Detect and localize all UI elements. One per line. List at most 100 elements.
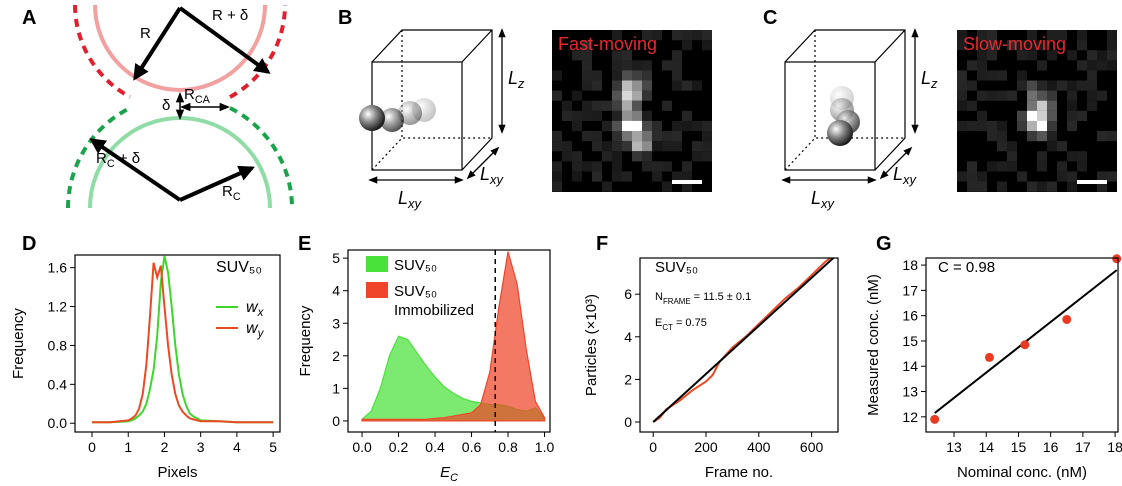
image-pixel <box>702 131 712 142</box>
image-pixel <box>1027 100 1037 111</box>
arc <box>66 106 294 209</box>
image-pixel <box>642 60 652 71</box>
y-tick-label: 2 <box>332 348 340 364</box>
legend-label: SUV₅₀ <box>394 257 437 274</box>
image-label: Fast-moving <box>558 34 657 54</box>
image-pixel <box>1037 60 1047 71</box>
arc-diagram <box>89 6 271 202</box>
axis-label: Lz <box>921 68 938 91</box>
annotation: SUV₅₀ <box>655 259 698 276</box>
axis-label: L <box>398 188 408 208</box>
image-pixel <box>967 120 977 132</box>
axis-label: L <box>811 188 821 208</box>
plot-frame <box>925 257 1119 433</box>
y-tick-label: 5 <box>332 250 340 266</box>
axis-label: xy <box>902 172 917 187</box>
image-pixel <box>692 120 702 132</box>
diagram-label: C <box>233 191 241 203</box>
diagram-label: R <box>184 86 195 103</box>
legend-swatch <box>366 256 388 272</box>
image-pixel <box>602 100 612 111</box>
annotation: ECT = 0.75 <box>655 317 707 332</box>
image-pixel <box>1027 40 1037 51</box>
x-tick-label: 0 <box>88 439 96 455</box>
image-pixel <box>602 151 612 162</box>
diagram-label: RC + δ <box>96 150 140 170</box>
image-pixel <box>682 40 692 51</box>
y-tick-label: 14 <box>902 358 918 374</box>
image-pixel <box>1037 151 1047 162</box>
point <box>1020 340 1030 350</box>
axis-label: L <box>921 68 931 88</box>
image-pixel <box>1087 90 1097 101</box>
arrow <box>179 165 255 202</box>
image-pixel <box>1047 131 1057 142</box>
image-pixel <box>1047 90 1057 101</box>
image-pixel <box>987 30 997 41</box>
image-pixel <box>692 80 702 91</box>
image-pixel <box>632 90 642 101</box>
sphere <box>827 120 853 146</box>
image-pixel <box>997 161 1007 172</box>
legend-label: wy <box>246 320 265 340</box>
scale-bar <box>1077 180 1107 184</box>
image-pixel <box>692 30 702 41</box>
image-pixel <box>662 131 672 142</box>
image-pixel <box>967 60 977 71</box>
axis-label: L <box>893 164 903 184</box>
image-pixel <box>642 120 652 132</box>
plot-area <box>361 251 546 422</box>
arrow <box>879 146 913 180</box>
image-pixel <box>1017 120 1027 132</box>
image-pixel <box>682 30 692 41</box>
image-pixel <box>662 161 672 172</box>
image-pixel <box>1057 80 1067 91</box>
axis-label: Lxy <box>398 188 422 211</box>
image-pixel <box>602 141 612 152</box>
image-pixel <box>1027 110 1037 121</box>
x-tick-label: 0.8 <box>498 439 518 455</box>
x-tick-label: 3 <box>197 439 205 455</box>
image-pixel <box>1047 141 1057 152</box>
image-pixel <box>1037 40 1047 51</box>
image-pixel <box>1097 171 1107 182</box>
y-tick-label: 1.2 <box>48 299 68 315</box>
annotation: NFRAME = 11.5 ± 0.1 <box>655 291 751 306</box>
image-pixel <box>632 60 642 71</box>
image-pixel <box>977 90 987 101</box>
y-tick-label: 16 <box>902 308 918 324</box>
image-pixel <box>987 50 997 61</box>
y-tick-label: 13 <box>902 384 918 400</box>
image-pixel <box>1037 120 1047 132</box>
image-pixel <box>622 80 632 91</box>
arrow <box>89 138 182 202</box>
image-pixel <box>1027 90 1037 101</box>
image-pixel <box>977 40 987 51</box>
image-pixel <box>552 131 562 142</box>
image-pixel <box>1077 161 1087 172</box>
y-tick-label: 3 <box>332 315 340 331</box>
box-diagram <box>784 29 906 171</box>
image-pixel <box>977 110 987 121</box>
image-pixel <box>1097 90 1107 101</box>
panel-letter: E <box>298 233 311 255</box>
annotation: CT <box>662 323 673 332</box>
image-pixel <box>642 151 652 162</box>
image-pixel <box>682 110 692 121</box>
image-pixel <box>612 131 622 142</box>
y-tick-label: 6 <box>624 286 632 302</box>
image-pixel <box>622 131 632 142</box>
image-pixel <box>957 80 967 91</box>
image-pixel <box>652 161 662 172</box>
image-pixel <box>1107 40 1117 51</box>
image-pixel <box>997 131 1007 142</box>
image-pixel <box>1007 141 1017 152</box>
diagram-label: R + δ <box>212 7 248 24</box>
sphere <box>359 105 385 131</box>
point <box>984 352 994 362</box>
image-pixel <box>967 161 977 172</box>
image-pixel <box>652 120 662 132</box>
x-tick-label: 0.0 <box>352 439 372 455</box>
legend-label: w <box>246 320 259 337</box>
arrow <box>466 146 500 180</box>
